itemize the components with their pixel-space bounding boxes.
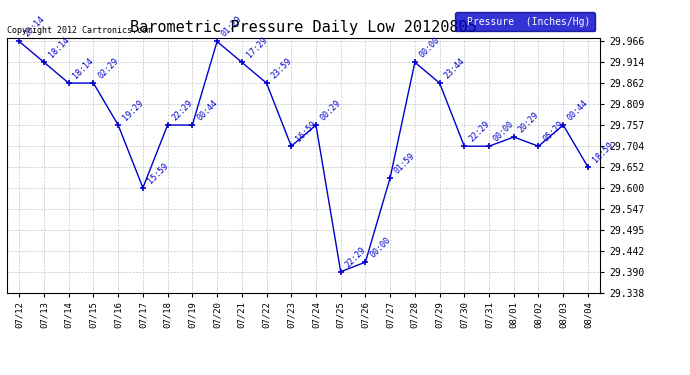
Text: 16:59: 16:59 bbox=[294, 119, 318, 143]
Text: 01:59: 01:59 bbox=[393, 151, 417, 175]
Text: 19:29: 19:29 bbox=[121, 98, 145, 122]
Text: 20:14: 20:14 bbox=[22, 15, 46, 39]
Text: 23:59: 23:59 bbox=[269, 56, 293, 80]
Text: 17:29: 17:29 bbox=[244, 36, 268, 60]
Text: 18:14: 18:14 bbox=[47, 36, 71, 60]
Text: 00:00: 00:00 bbox=[417, 36, 442, 60]
Text: 22:29: 22:29 bbox=[344, 245, 368, 269]
Text: 02:29: 02:29 bbox=[96, 56, 120, 80]
Legend: Pressure  (Inches/Hg): Pressure (Inches/Hg) bbox=[455, 12, 595, 32]
Text: 00:29: 00:29 bbox=[319, 98, 343, 122]
Text: 20:29: 20:29 bbox=[517, 110, 540, 134]
Text: 22:29: 22:29 bbox=[467, 119, 491, 143]
Text: 18:59: 18:59 bbox=[591, 140, 615, 164]
Title: Barometric Pressure Daily Low 20120805: Barometric Pressure Daily Low 20120805 bbox=[130, 20, 477, 35]
Text: 00:00: 00:00 bbox=[492, 119, 516, 143]
Text: 18:14: 18:14 bbox=[72, 56, 95, 80]
Text: 00:44: 00:44 bbox=[195, 98, 219, 122]
Text: 22:29: 22:29 bbox=[170, 98, 195, 122]
Text: 00:00: 00:00 bbox=[368, 235, 392, 260]
Text: Copyright 2012 Cartronics.com: Copyright 2012 Cartronics.com bbox=[7, 26, 152, 35]
Text: 01:29: 01:29 bbox=[220, 15, 244, 39]
Text: 23:44: 23:44 bbox=[442, 56, 466, 80]
Text: 00:44: 00:44 bbox=[566, 98, 590, 122]
Text: 05:29: 05:29 bbox=[541, 119, 565, 143]
Text: 15:59: 15:59 bbox=[146, 161, 170, 185]
